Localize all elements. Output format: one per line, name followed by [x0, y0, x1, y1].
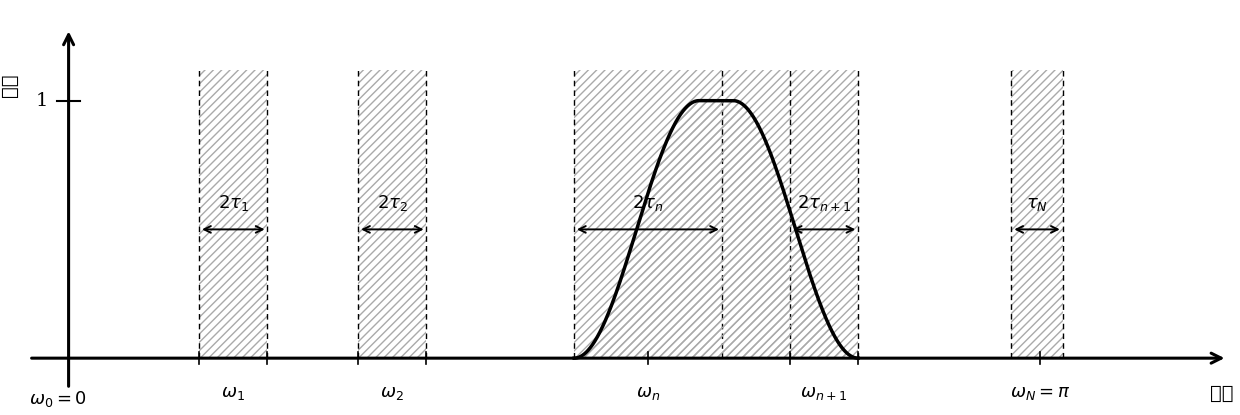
Text: $\omega_1$: $\omega_1$: [222, 384, 246, 402]
Text: $2\tau_2$: $2\tau_2$: [377, 193, 408, 212]
Text: $2\tau_{n+1}$: $2\tau_{n+1}$: [797, 193, 852, 212]
Text: $\omega_{n+1}$: $\omega_{n+1}$: [800, 384, 848, 402]
Bar: [358, 70, 427, 358]
Text: $\tau_N$: $\tau_N$: [1025, 195, 1048, 212]
Text: $\omega_0 = 0$: $\omega_0 = 0$: [29, 389, 87, 409]
Bar: [1012, 70, 1063, 358]
Text: 频率: 频率: [1210, 384, 1234, 403]
Text: $2\tau_n$: $2\tau_n$: [632, 193, 663, 212]
Bar: [200, 70, 268, 358]
Text: 幅値: 幅値: [0, 73, 19, 97]
Text: 1: 1: [36, 92, 48, 110]
Bar: [574, 70, 858, 358]
Text: $2\tau_1$: $2\tau_1$: [218, 193, 249, 212]
Text: $\omega_n$: $\omega_n$: [636, 384, 660, 402]
Text: $\omega_2$: $\omega_2$: [381, 384, 404, 402]
Text: $\omega_N = \pi$: $\omega_N = \pi$: [1009, 384, 1070, 402]
